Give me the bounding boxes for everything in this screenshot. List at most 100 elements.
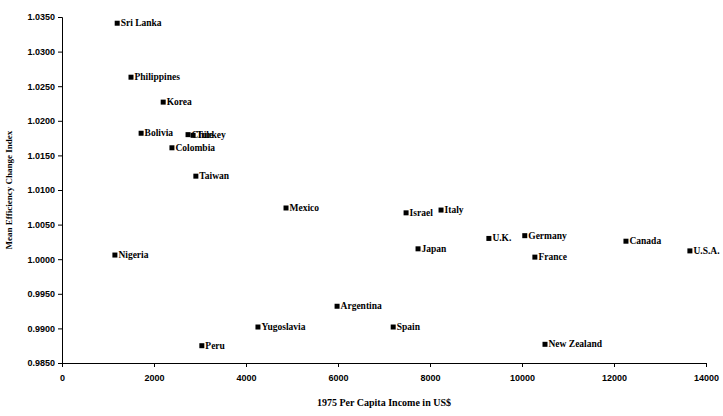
point-label: Argentina	[341, 301, 382, 311]
point	[169, 145, 174, 150]
x-tick-label: 14000	[694, 373, 719, 383]
x-tick-mark	[338, 363, 339, 367]
y-tick: 0.9900	[27, 324, 62, 334]
point-label: Peru	[205, 341, 225, 351]
x-tick: 8000	[420, 363, 440, 383]
y-axis-line	[58, 18, 63, 364]
point	[112, 253, 117, 258]
point-label: Korea	[167, 97, 192, 107]
y-tick: 1.0200	[27, 116, 62, 126]
y-tick-label: 1.0350	[27, 12, 55, 22]
point	[139, 131, 144, 136]
point-label: France	[538, 252, 567, 262]
y-tick-label: 1.0300	[27, 47, 55, 57]
point	[532, 255, 537, 260]
point-label: Yugoslavia	[261, 322, 305, 332]
point-label: U.S.A.	[693, 246, 719, 256]
y-tick-mark	[58, 225, 62, 226]
x-tick-mark	[246, 363, 247, 367]
point-label: Israel	[410, 208, 434, 218]
point	[115, 21, 120, 26]
x-tick-mark	[614, 363, 615, 367]
y-tick: 1.0150	[27, 151, 62, 161]
point-label: Canada	[629, 236, 661, 246]
point	[186, 132, 191, 137]
point-label: Spain	[397, 322, 421, 332]
point	[161, 100, 166, 105]
point	[391, 325, 396, 330]
y-axis-title: Mean Efficiency Change Index	[4, 130, 14, 249]
y-tick-mark	[58, 121, 62, 122]
x-tick-label: 2000	[144, 373, 164, 383]
y-tick: 1.0000	[27, 255, 62, 265]
y-tick: 1.0350	[27, 12, 62, 22]
point	[687, 248, 692, 253]
y-tick-mark	[58, 86, 62, 87]
x-axis-line	[63, 364, 707, 368]
x-tick-mark	[706, 363, 707, 367]
x-tick: 10000	[510, 363, 535, 383]
x-tick-label: 0	[60, 373, 65, 383]
y-tick-mark	[58, 363, 62, 364]
point-label: Germany	[528, 231, 567, 241]
y-tick-label: 0.9950	[27, 289, 55, 299]
chart: 0 2000 4000 6000 8000 10000 12000 14000 0.9850 0.…	[0, 0, 723, 416]
point	[255, 325, 260, 330]
y-tick-mark	[58, 259, 62, 260]
point-label: U.K.	[492, 233, 511, 243]
x-tick-label: 6000	[328, 373, 348, 383]
point-label: Chile	[192, 130, 214, 140]
y-tick-label: 0.9850	[27, 358, 55, 368]
point-labels: Sri LankaPhilippinesKoreaBoliviaTurkeyCh…	[118, 18, 719, 350]
y-tick: 1.0300	[27, 47, 62, 57]
point-label: Italy	[445, 205, 464, 215]
point-label: Bolivia	[145, 128, 174, 138]
y-tick-label: 1.0250	[27, 82, 55, 92]
y-tick-label: 0.9900	[27, 324, 55, 334]
x-tick-label: 12000	[602, 373, 627, 383]
point-label: New Zealand	[549, 339, 603, 349]
point	[404, 210, 409, 215]
x-tick-label: 4000	[236, 373, 256, 383]
plot: 0 2000 4000 6000 8000 10000 12000 14000 0.9850 0.…	[27, 12, 719, 382]
y-tick: 0.9850	[27, 358, 62, 368]
y-tick-label: 1.0100	[27, 185, 55, 195]
x-axis-title: 1975 Per Capita Income in US$	[317, 397, 451, 408]
point-label: Taiwan	[199, 171, 229, 181]
y-tick-mark	[58, 190, 62, 191]
y-tick-label: 1.0050	[27, 220, 55, 230]
point-label: Japan	[422, 244, 448, 254]
x-tick: 14000	[694, 363, 719, 383]
y-tick: 1.0050	[27, 220, 62, 230]
point	[416, 246, 421, 251]
point-label: Colombia	[175, 143, 215, 153]
point-label: Philippines	[135, 72, 181, 82]
x-tick-label: 10000	[510, 373, 535, 383]
y-tick-mark	[58, 17, 62, 18]
y-tick-mark	[58, 155, 62, 156]
y-tick: 0.9950	[27, 289, 62, 299]
point	[623, 239, 628, 244]
x-tick: 4000	[236, 363, 256, 383]
y-tick-label: 1.0000	[27, 255, 55, 265]
x-tick: 0	[60, 363, 65, 383]
point-label: Mexico	[290, 203, 320, 213]
point	[335, 304, 340, 309]
x-tick-mark	[430, 363, 431, 367]
x-tick-mark	[154, 363, 155, 367]
point	[129, 75, 134, 80]
x-tick: 12000	[602, 363, 627, 383]
point	[486, 236, 491, 241]
x-axis: 0 2000 4000 6000 8000 10000 12000 14000	[60, 363, 719, 383]
y-tick-mark	[58, 328, 62, 329]
point	[284, 205, 289, 210]
point	[199, 343, 204, 348]
point	[522, 233, 527, 238]
x-tick-label: 8000	[420, 373, 440, 383]
point-label: Nigeria	[118, 250, 148, 260]
y-tick-mark	[58, 52, 62, 53]
x-tick: 2000	[144, 363, 164, 383]
y-tick-label: 1.0150	[27, 151, 55, 161]
y-tick: 1.0100	[27, 185, 62, 195]
point	[543, 342, 548, 347]
